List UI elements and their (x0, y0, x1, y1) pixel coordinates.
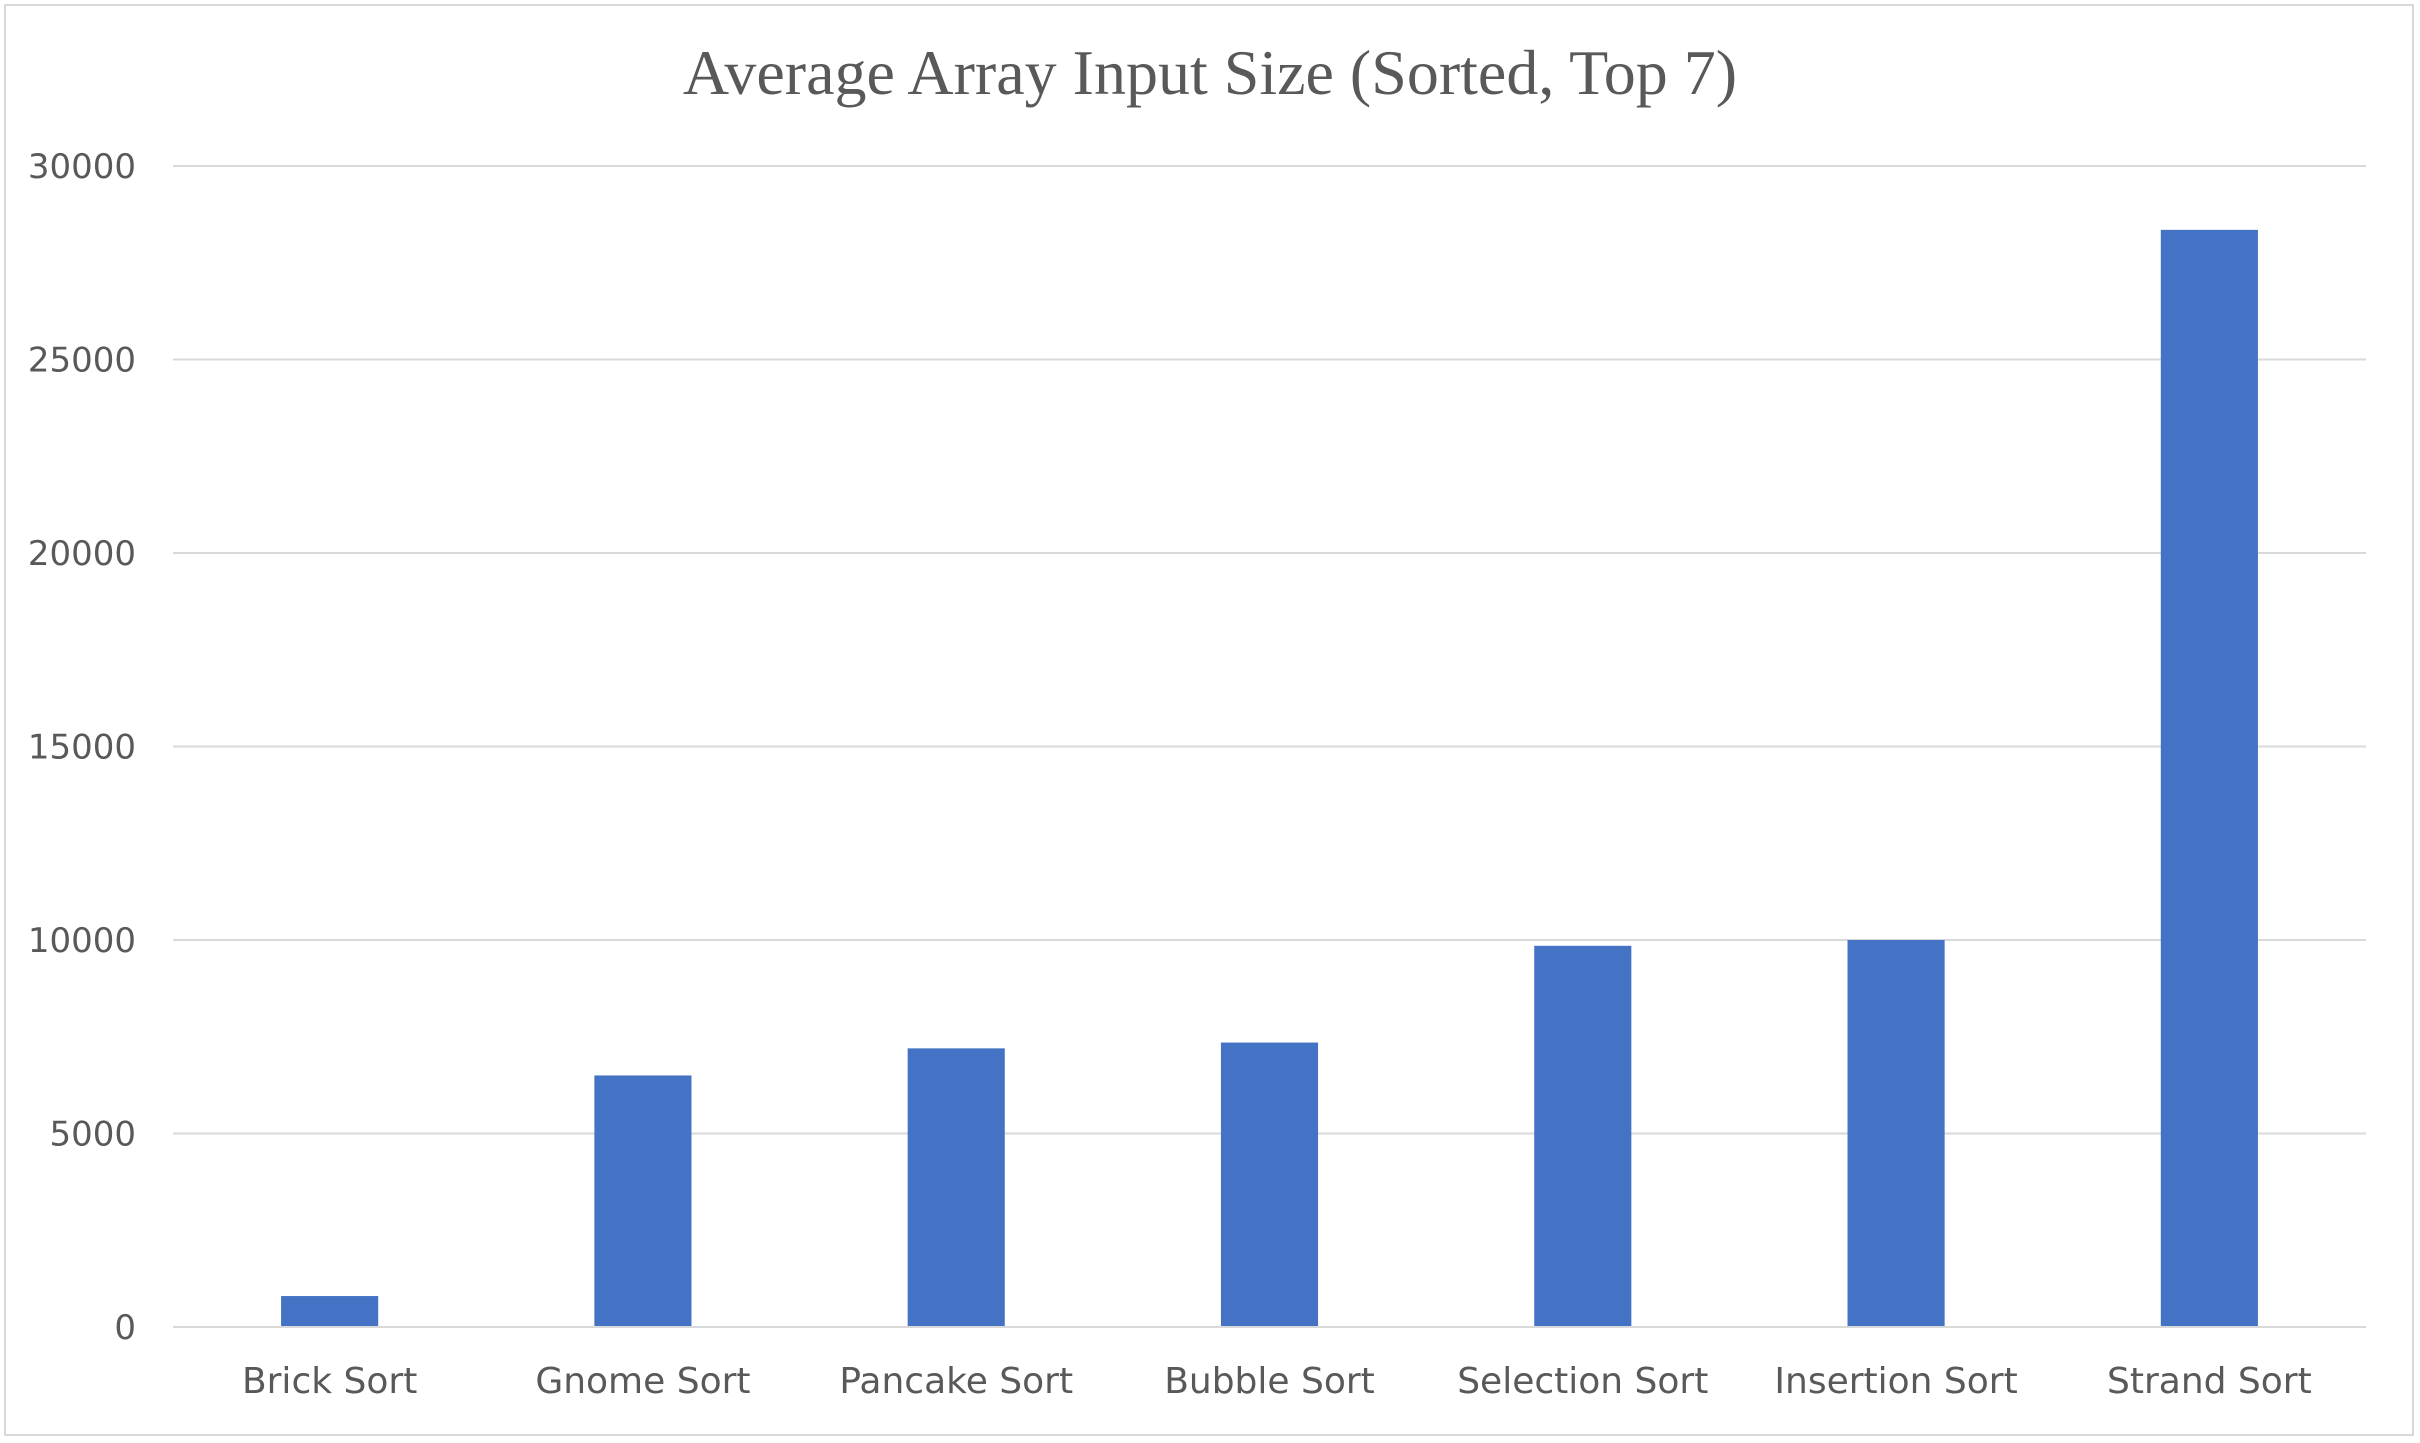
y-tick-label: 10000 (28, 921, 136, 961)
y-tick-label: 30000 (28, 147, 136, 187)
x-tick-label: Bubble Sort (1164, 1361, 1375, 1402)
x-tick-label: Insertion Sort (1774, 1361, 2017, 1402)
x-tick-label: Selection Sort (1457, 1361, 1708, 1402)
x-tick-label: Strand Sort (2107, 1361, 2312, 1402)
bar (281, 1296, 379, 1327)
bar (1847, 940, 1945, 1327)
chart-title: Average Array Input Size (Sorted, Top 7) (683, 37, 1737, 108)
bar (907, 1048, 1005, 1327)
chart-frame (4, 4, 2414, 1436)
x-tick-label: Pancake Sort (839, 1361, 1073, 1402)
bars (281, 229, 2258, 1328)
y-tick-label: 25000 (28, 341, 136, 381)
bar (1220, 1042, 1319, 1327)
y-tick-label: 20000 (28, 534, 136, 574)
bar (594, 1075, 692, 1327)
x-tick-label: Brick Sort (242, 1361, 417, 1402)
gridlines (173, 165, 2366, 1135)
y-axis-ticks: 0 5000 10000 15000 20000 25000 30000 (28, 147, 136, 1348)
x-axis-categories: Brick Sort Gnome Sort Pancake Sort Bubble S… (242, 1361, 2312, 1402)
bar (2160, 229, 2258, 1328)
y-tick-label: 0 (114, 1308, 136, 1348)
bar (1534, 945, 1632, 1327)
x-tick-label: Gnome Sort (535, 1361, 750, 1402)
y-tick-label: 5000 (49, 1115, 136, 1155)
y-tick-label: 15000 (28, 728, 136, 768)
